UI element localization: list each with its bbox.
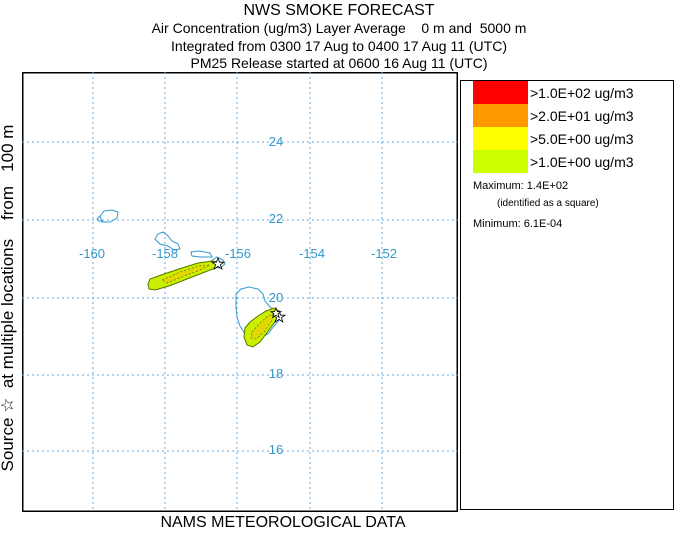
- source-label: Source ☆ at multiple locations from 100 …: [0, 125, 17, 472]
- minimum-value: Minimum: 6.1E-04: [473, 218, 563, 230]
- lon-label: -160: [79, 246, 105, 261]
- legend-label: >1.0E+02 ug/m3: [530, 85, 634, 101]
- legend-swatch: [473, 104, 528, 127]
- plume-hawaii-inner: [250, 313, 275, 340]
- hawaii-coastline: [235, 286, 281, 339]
- lon-label: -158: [152, 246, 178, 261]
- source-star-icon: [269, 306, 283, 319]
- molokai-coastline: [190, 250, 213, 258]
- oahu-coastline: [154, 231, 181, 251]
- smoke-plumes: [147, 260, 280, 348]
- source-star-icon: [210, 256, 226, 271]
- legend-swatch: [473, 81, 528, 104]
- kauai-coastline: [96, 215, 103, 222]
- lat-label: 20: [269, 290, 283, 305]
- lat-label: 22: [269, 211, 283, 226]
- lon-label: -154: [299, 246, 325, 261]
- legend-label: >1.0E+00 ug/m3: [530, 154, 634, 170]
- longitude-labels: -160 -158 -156 -154 -152: [79, 246, 397, 261]
- integration-period: Integrated from 0300 17 Aug to 0400 17 A…: [171, 38, 507, 54]
- lon-label: -156: [225, 246, 251, 261]
- source-markers: [210, 256, 287, 324]
- map-title: NWS SMOKE FORECAST: [243, 2, 435, 19]
- map-frame: [22, 72, 458, 512]
- legend-panel: >1.0E+02 ug/m3 >2.0E+01 ug/m3 >5.0E+00 u…: [460, 80, 674, 510]
- legend-swatch: [473, 127, 528, 150]
- concentration-subtitle: Air Concentration (ug/m3) Layer Average …: [151, 20, 527, 36]
- lat-label: 16: [269, 442, 283, 457]
- lat-label: 18: [269, 366, 283, 381]
- latitude-labels: 24 22 20 18 16: [269, 134, 283, 457]
- lat-label: 24: [269, 134, 283, 149]
- graticule: [22, 72, 458, 512]
- data-source-label: NAMS METEOROLOGICAL DATA: [160, 514, 406, 531]
- legend-label: >5.0E+00 ug/m3: [530, 131, 634, 147]
- lon-label: -152: [371, 246, 397, 261]
- niihau-coastline: [99, 209, 119, 223]
- coastlines: [96, 209, 281, 339]
- maximum-note: (identified as a square): [497, 198, 599, 209]
- release-start: PM25 Release started at 0600 16 Aug 11 (…: [190, 55, 488, 71]
- forecast-map: -160 -158 -156 -154 -152 24 22 20 18 16: [22, 72, 458, 512]
- legend-label: >2.0E+01 ug/m3: [530, 108, 634, 124]
- maximum-value: Maximum: 1.4E+02: [473, 180, 569, 192]
- plume-maui-inner: [161, 264, 211, 284]
- legend-swatch: [473, 150, 528, 173]
